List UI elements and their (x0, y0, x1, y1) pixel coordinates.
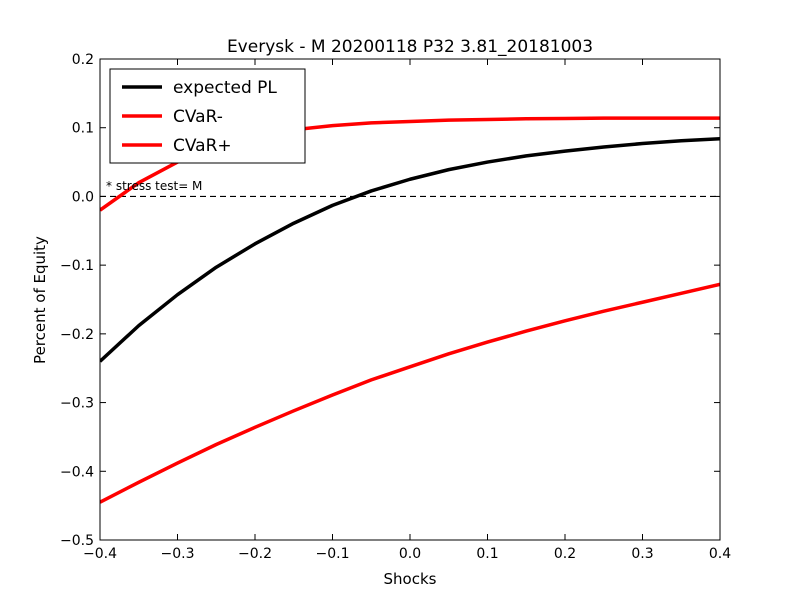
legend-label: CVaR+ (173, 136, 232, 156)
y-tick-label: 0.1 (72, 121, 94, 137)
x-tick-label: 0.3 (631, 546, 653, 562)
y-tick-label: 0.0 (72, 189, 94, 205)
x-tick-label: 0.0 (399, 546, 421, 562)
y-tick-label: −0.3 (60, 396, 94, 412)
y-tick-label: −0.1 (60, 258, 94, 274)
x-tick-label: −0.3 (161, 546, 195, 562)
x-tick-label: −0.1 (316, 546, 350, 562)
y-axis-label: Percent of Equity (31, 236, 49, 364)
y-tick-label: −0.4 (60, 464, 94, 480)
legend: expected PL CVaR- CVaR+ (109, 68, 306, 164)
x-tick-label: 0.2 (554, 546, 576, 562)
y-tick-label: −0.2 (60, 327, 94, 343)
x-axis-label: Shocks (384, 570, 437, 588)
series-line-1 (100, 136, 720, 363)
legend-label: CVaR- (173, 107, 223, 127)
axes: −0.4 −0.3 −0.2 −0.1 0.0 0.1 0.2 0.3 0.4−0.5−0.4−… (60, 52, 731, 562)
legend-label: expected PL (173, 78, 277, 98)
stress-test-annotation: * stress test= M (106, 179, 202, 193)
x-tick-label: −0.2 (238, 546, 272, 562)
x-tick-label: −0.4 (83, 546, 117, 562)
series-line-2 (100, 282, 720, 504)
y-tick-label: −0.5 (60, 533, 94, 549)
x-tick-label: 0.1 (476, 546, 498, 562)
x-tick-label: 0.4 (709, 546, 731, 562)
chart-title: Everysk - M 20200118 P32 3.81_20181003 (227, 37, 593, 57)
plot-area (100, 116, 720, 504)
y-tick-label: 0.2 (72, 52, 94, 68)
